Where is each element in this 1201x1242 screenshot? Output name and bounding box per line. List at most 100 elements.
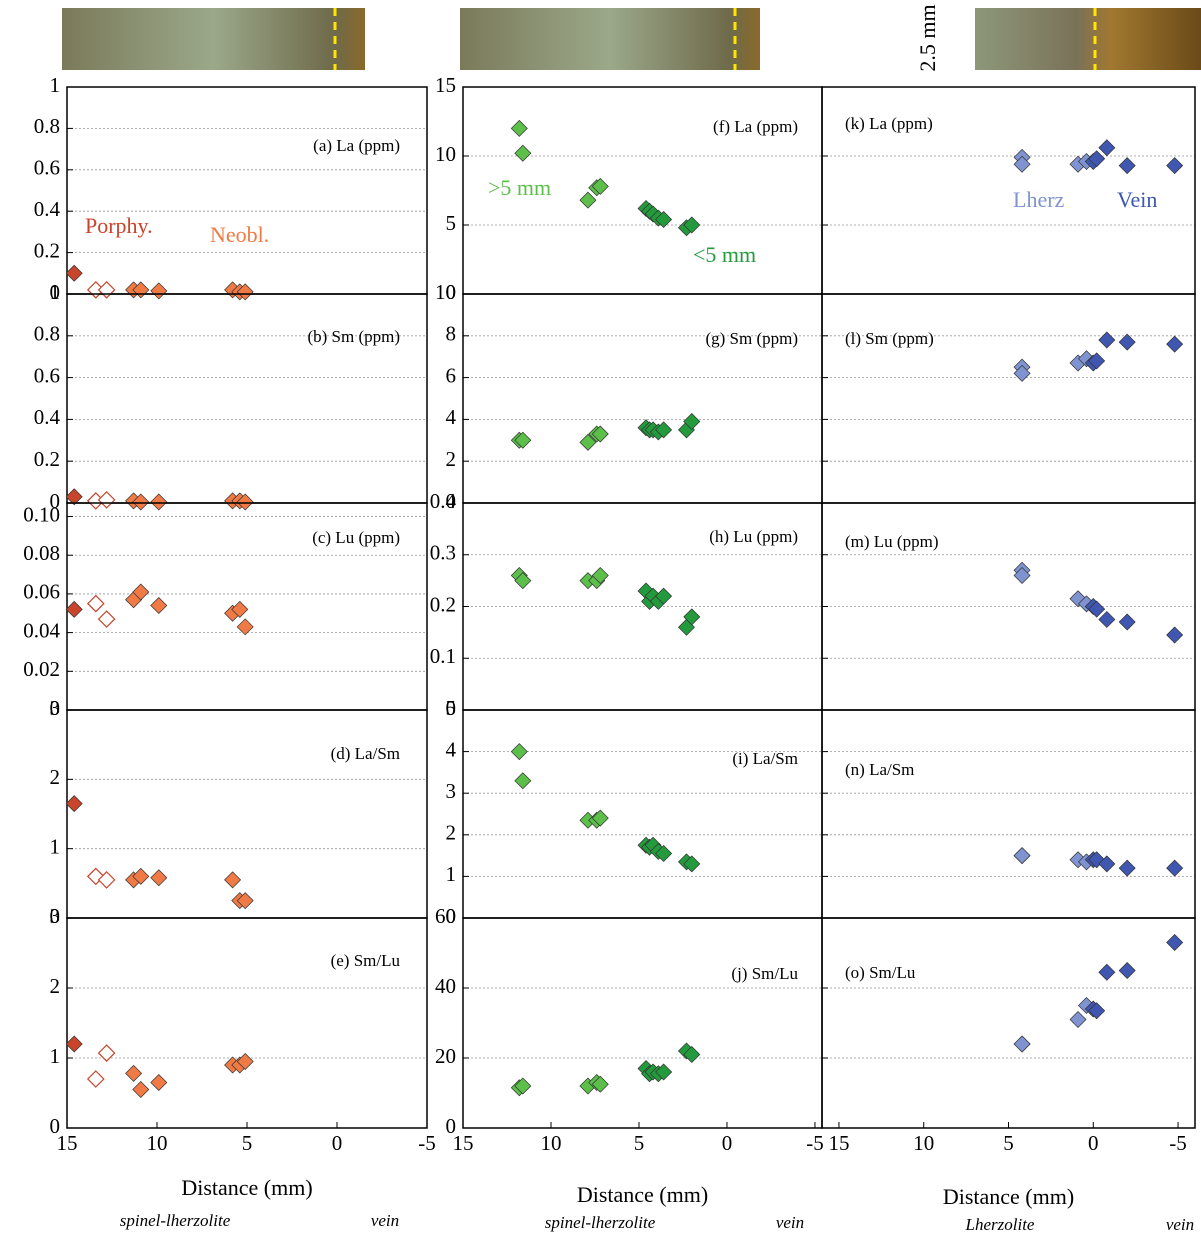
- data-point: [1088, 150, 1106, 168]
- data-point: [655, 210, 673, 228]
- data-point: [1069, 1011, 1087, 1028]
- y-tick-label: 0: [446, 904, 457, 928]
- y-tick-label: 15: [435, 73, 456, 97]
- y-tick-label: 0: [50, 696, 61, 720]
- legend-label: <5 mm: [693, 242, 756, 267]
- panel-title: (c) Lu (ppm): [312, 528, 400, 547]
- panel-title: (f) La (ppm): [713, 117, 798, 136]
- data-point: [65, 795, 83, 813]
- legend-label: Neobl.: [210, 222, 269, 247]
- data-point: [65, 600, 83, 618]
- data-point: [1166, 859, 1184, 877]
- y-tick-label: 0.2: [430, 592, 456, 616]
- data-point: [683, 216, 701, 234]
- y-tick-label: 0: [446, 489, 457, 513]
- photo: [460, 8, 760, 70]
- data-point: [150, 597, 168, 615]
- rock-label: vein: [1166, 1215, 1194, 1234]
- data-point: [150, 1074, 168, 1091]
- y-tick-label: 0.3: [430, 541, 456, 565]
- data-point: [97, 281, 116, 299]
- x-tick-label: 15: [57, 1131, 78, 1155]
- rock-label: Lherzolite: [965, 1215, 1035, 1234]
- y-tick-label: 1: [50, 1044, 61, 1068]
- y-tick-label: 4: [446, 737, 457, 761]
- data-point: [1098, 963, 1116, 981]
- data-point: [1098, 855, 1116, 873]
- y-tick-label: 0: [50, 489, 61, 513]
- panel-frame: [462, 709, 823, 919]
- x-tick-label: 10: [540, 1131, 561, 1155]
- data-point: [514, 572, 532, 590]
- data-point: [132, 1081, 150, 1098]
- panel-frame: [462, 293, 823, 504]
- data-point: [1166, 335, 1184, 353]
- x-tick-label: 15: [453, 1131, 474, 1155]
- data-point: [1166, 934, 1184, 951]
- panel-title: (h) Lu (ppm): [709, 527, 798, 546]
- rock-label: spinel-lherzolite: [120, 1211, 231, 1230]
- legend-label: Porphy.: [85, 213, 153, 238]
- data-point: [125, 1064, 143, 1082]
- panel-title: (l) Sm (ppm): [845, 329, 934, 348]
- y-tick-label: 0: [446, 280, 457, 304]
- data-point: [86, 1070, 105, 1088]
- data-point: [510, 743, 528, 761]
- data-point: [1013, 566, 1031, 584]
- data-point: [1013, 1035, 1031, 1053]
- data-point: [1118, 157, 1136, 175]
- y-tick-label: 4: [446, 405, 457, 429]
- y-tick-label: 0: [50, 1114, 61, 1138]
- data-point: [579, 191, 597, 209]
- data-point: [655, 845, 673, 863]
- x-tick-label: 0: [332, 1131, 343, 1155]
- panel-title: (j) Sm/Lu: [731, 964, 798, 983]
- y-tick-label: 0.6: [34, 156, 60, 180]
- panel-title: (o) Sm/Lu: [845, 963, 916, 982]
- data-point: [1166, 157, 1184, 175]
- y-tick-label: 0.04: [23, 618, 60, 642]
- y-tick-label: 0: [50, 904, 61, 928]
- y-tick-label: 2: [446, 821, 457, 845]
- panel-title: (a) La (ppm): [313, 136, 400, 155]
- x-tick-label: -5: [806, 1131, 824, 1155]
- panel-title: (n) La/Sm: [845, 760, 914, 779]
- y-tick-label: 1: [446, 862, 457, 886]
- data-point: [236, 618, 254, 636]
- x-tick-label: -5: [1169, 1131, 1187, 1155]
- y-tick-label: 2: [50, 765, 61, 789]
- rock-label: spinel-lherzolite: [545, 1213, 656, 1232]
- y-tick-label: 6: [446, 363, 457, 387]
- x-tick-label: 15: [828, 1131, 849, 1155]
- y-tick-label: 1: [50, 73, 61, 97]
- data-point: [1118, 859, 1136, 877]
- x-tick-label: 0: [722, 1131, 733, 1155]
- scale-label: 2.5 mm: [915, 4, 940, 71]
- y-tick-label: 0.1: [430, 644, 456, 668]
- x-axis-title: Distance (mm): [943, 1184, 1074, 1209]
- y-tick-label: 40: [435, 974, 456, 998]
- x-axis-title: Distance (mm): [577, 1182, 708, 1207]
- x-tick-label: 5: [634, 1131, 645, 1155]
- data-point: [1088, 352, 1106, 370]
- data-point: [683, 1046, 701, 1063]
- legend-label: Vein: [1117, 187, 1157, 212]
- data-point: [683, 412, 701, 430]
- y-tick-label: 8: [446, 322, 457, 346]
- data-point: [510, 119, 528, 137]
- thin-section-photos: 2.5 mm: [62, 4, 1201, 72]
- panel-title: (m) Lu (ppm): [845, 532, 938, 551]
- data-point: [655, 1063, 673, 1081]
- data-point: [1098, 610, 1116, 628]
- data-point: [132, 583, 150, 601]
- data-point: [514, 1077, 532, 1095]
- panel-frame: [66, 709, 428, 919]
- data-point: [97, 491, 116, 509]
- y-tick-label: 2: [446, 447, 457, 471]
- data-point: [514, 431, 532, 449]
- y-tick-label: 5: [446, 696, 457, 720]
- data-point: [591, 1075, 609, 1093]
- panel-frame: [821, 293, 1196, 504]
- data-point: [236, 1053, 254, 1070]
